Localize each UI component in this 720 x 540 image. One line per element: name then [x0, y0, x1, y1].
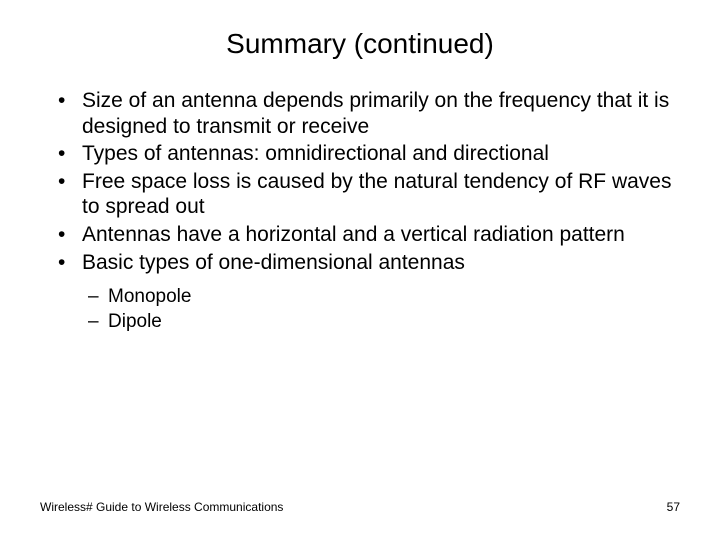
- bullet-item: Size of an antenna depends primarily on …: [58, 88, 680, 139]
- bullet-item: Types of antennas: omnidirectional and d…: [58, 141, 680, 167]
- slide: Summary (continued) Size of an antenna d…: [0, 0, 720, 540]
- sub-bullet-item: Monopole: [88, 285, 680, 309]
- bullet-item: Antennas have a horizontal and a vertica…: [58, 222, 680, 248]
- page-number: 57: [667, 500, 680, 514]
- bullet-item: Free space loss is caused by the natural…: [58, 169, 680, 220]
- bullet-list: Size of an antenna depends primarily on …: [40, 88, 680, 275]
- footer-source: Wireless# Guide to Wireless Communicatio…: [40, 500, 283, 514]
- bullet-item: Basic types of one-dimensional antennas: [58, 250, 680, 276]
- slide-footer: Wireless# Guide to Wireless Communicatio…: [40, 500, 680, 514]
- sub-bullet-list: Monopole Dipole: [40, 285, 680, 334]
- slide-title: Summary (continued): [0, 0, 720, 88]
- sub-bullet-item: Dipole: [88, 310, 680, 334]
- slide-content: Size of an antenna depends primarily on …: [0, 88, 720, 334]
